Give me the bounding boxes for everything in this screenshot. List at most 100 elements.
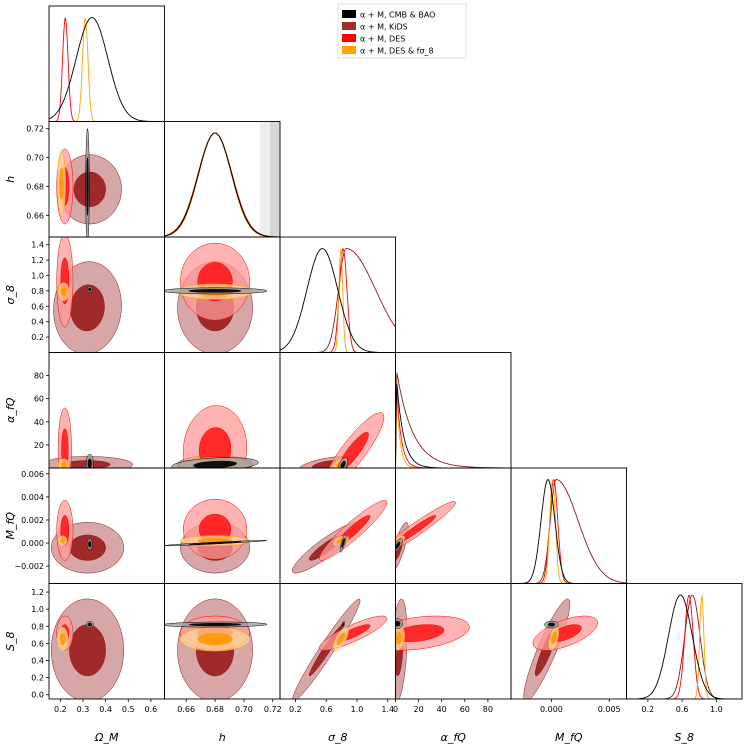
hist-0-series-3 (49, 17, 165, 122)
panel-3-3 (395, 372, 511, 468)
y-tick-label-2-3: 0.8 (31, 287, 44, 296)
panel-4-0 (51, 500, 124, 574)
x-tick-label-2-2: 1.0 (351, 705, 364, 714)
x-tick-label-3-4: 80 (483, 705, 493, 714)
contour-1sigma-4-0-series-0 (88, 540, 92, 548)
legend-swatch-3 (342, 46, 356, 54)
contour-1sigma-5-3-series-3 (395, 632, 403, 645)
contour-1sigma-5-3-series-2 (395, 624, 445, 642)
contour-1sigma-3-1-series-0 (193, 460, 237, 468)
y-tick-label-3-1: 40 (34, 418, 44, 427)
y-tick-label-1-0: 0.66 (26, 211, 44, 220)
x-tick-label-1-2: 0.70 (235, 705, 253, 714)
legend-label-3: α + M, DES & fσ_8 (360, 47, 434, 56)
hist-0-series-2 (49, 17, 165, 122)
x-axis-label-2: σ_8 (328, 731, 347, 744)
x-tick-label-1-1: 0.68 (206, 705, 224, 714)
x-axis-label-1: h (219, 731, 226, 744)
hist-4-series-1 (511, 479, 627, 584)
contour-1sigma-5-4-series-3 (550, 632, 557, 645)
x-tick-label-3-2: 40 (437, 705, 447, 714)
contour-1sigma-4-3-series-0 (395, 541, 401, 550)
panel-frame-3-2 (279, 352, 396, 469)
panel-1-0 (56, 128, 122, 237)
x-tick-label-2-3: 1.4 (381, 705, 394, 714)
contour-1sigma-5-3-series-0 (395, 620, 401, 627)
x-tick-label-0-1: 0.3 (77, 705, 90, 714)
x-axis-label-3: α_fQ (441, 731, 467, 744)
contour-1sigma-5-1-series-0 (188, 623, 242, 627)
hist-4-series-0 (511, 479, 627, 584)
x-tick-label-5-1: 0.6 (676, 705, 689, 714)
y-tick-label-5-1: 0.2 (31, 674, 44, 683)
y-axis-label-2: σ_8 (4, 285, 17, 304)
y-tick-label-2-2: 0.6 (31, 302, 44, 311)
hist-2-series-2 (280, 248, 396, 353)
panel-3-2 (298, 412, 385, 468)
y-tick-label-3-2: 60 (34, 395, 44, 404)
legend-swatch-0 (342, 10, 356, 18)
contour-1sigma-5-2-series-0 (342, 622, 345, 627)
panel-5-0 (51, 598, 124, 699)
hist-2-series-0 (280, 248, 396, 353)
x-axis-label-0: Ω_M (94, 731, 119, 744)
hist-3-series-1 (395, 372, 511, 468)
hist-5-series-2 (626, 594, 742, 699)
panel-4-4 (511, 478, 627, 584)
contour-1sigma-1-0-series-1 (73, 171, 106, 207)
contour-1sigma-5-0-series-0 (87, 622, 92, 627)
contour-1sigma-2-1-series-0 (188, 289, 242, 293)
x-tick-label-3-3: 60 (460, 705, 470, 714)
x-tick-label-4-0: 0.000 (540, 705, 563, 714)
y-tick-label-4-0: −0.002 (14, 562, 44, 571)
x-tick-label-0-2: 0.4 (99, 705, 112, 714)
legend-swatch-1 (342, 22, 356, 30)
panel-2-2 (280, 248, 396, 353)
y-tick-label-2-4: 1.0 (31, 272, 44, 281)
x-tick-label-1-0: 0.66 (177, 705, 195, 714)
contour-1sigma-4-0-series-3 (60, 537, 66, 544)
contour-1sigma-2-0-series-0 (88, 287, 92, 292)
contour-1sigma-1-0-series-3 (59, 167, 64, 200)
h-prior-light (259, 121, 270, 237)
x-tick-label-4-1: 0.005 (598, 705, 621, 714)
panel-2-0 (53, 237, 122, 353)
y-tick-label-5-6: 1.2 (31, 588, 44, 597)
panel-4-3 (395, 501, 456, 570)
panel-2-1 (164, 242, 268, 353)
h-prior-dark (269, 121, 280, 237)
legend-label-0: α + M, CMB & BAO (360, 11, 435, 20)
y-axis-label-3: α_fQ (4, 397, 17, 423)
y-tick-label-5-3: 0.6 (31, 639, 44, 648)
panel-3-1 (171, 405, 259, 468)
y-tick-label-5-0: 0.0 (31, 691, 44, 700)
y-tick-label-5-2: 0.4 (31, 657, 44, 666)
y-tick-label-3-0: 20 (34, 441, 44, 450)
legend: α + M, CMB & BAO α + M, KiDS α + M, DES α +… (337, 3, 467, 59)
y-tick-label-5-5: 1.0 (31, 605, 44, 614)
hist-3-series-2 (395, 391, 511, 468)
x-tick-label-2-0: 0.2 (289, 705, 302, 714)
legend-label-1: α + M, KiDS (360, 23, 408, 32)
hist-2-series-3 (280, 248, 396, 353)
x-tick-label-3-1: 20 (414, 705, 424, 714)
x-tick-label-0-3: 0.5 (122, 705, 135, 714)
contour-1sigma-3-2-series-0 (340, 460, 346, 468)
y-tick-label-4-1: 0.000 (21, 539, 44, 548)
x-tick-label-2-1: 0.6 (320, 705, 333, 714)
x-axis-label-5: S_8 (675, 731, 694, 744)
contour-1sigma-3-0-series-3 (60, 461, 67, 468)
contour-1sigma-1-0-series-0 (86, 157, 89, 216)
y-tick-label-2-1: 0.4 (31, 318, 44, 327)
panel-5-4 (523, 598, 598, 699)
contour-1sigma-2-0-series-3 (60, 286, 67, 297)
panel-5-5 (626, 594, 742, 699)
legend-label-2: α + M, DES (360, 35, 405, 44)
x-tick-label-0-0: 0.2 (54, 705, 67, 714)
x-tick-label-5-2: 1.0 (710, 705, 723, 714)
x-tick-label-0-4: 0.6 (145, 705, 158, 714)
panel-3-0 (49, 407, 134, 468)
hist-1-series-0 (164, 132, 280, 237)
